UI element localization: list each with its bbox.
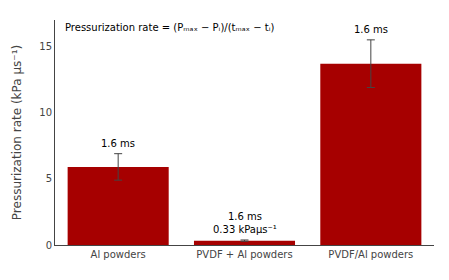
svg-text:1.6 ms: 1.6 ms bbox=[101, 138, 135, 149]
svg-text:1.6 ms: 1.6 ms bbox=[354, 24, 388, 35]
svg-text:Al powders: Al powders bbox=[91, 249, 146, 260]
svg-text:15: 15 bbox=[39, 41, 52, 52]
svg-text:0: 0 bbox=[46, 240, 52, 251]
svg-text:Pressurization rate = (Pₘₐₓ −: Pressurization rate = (Pₘₐₓ − Pᵢ)/(tₘₐₓ … bbox=[65, 22, 274, 33]
svg-text:1.6 ms: 1.6 ms bbox=[228, 211, 262, 222]
svg-text:PVDF + Al powders: PVDF + Al powders bbox=[196, 249, 292, 260]
svg-text:Pressurization rate (kPa μs⁻¹): Pressurization rate (kPa μs⁻¹) bbox=[10, 45, 24, 220]
svg-text:5: 5 bbox=[46, 173, 52, 184]
svg-text:10: 10 bbox=[39, 107, 52, 118]
svg-text:0.33 kPaμs⁻¹: 0.33 kPaμs⁻¹ bbox=[213, 224, 277, 235]
svg-text:PVDF/Al powders: PVDF/Al powders bbox=[328, 249, 413, 260]
